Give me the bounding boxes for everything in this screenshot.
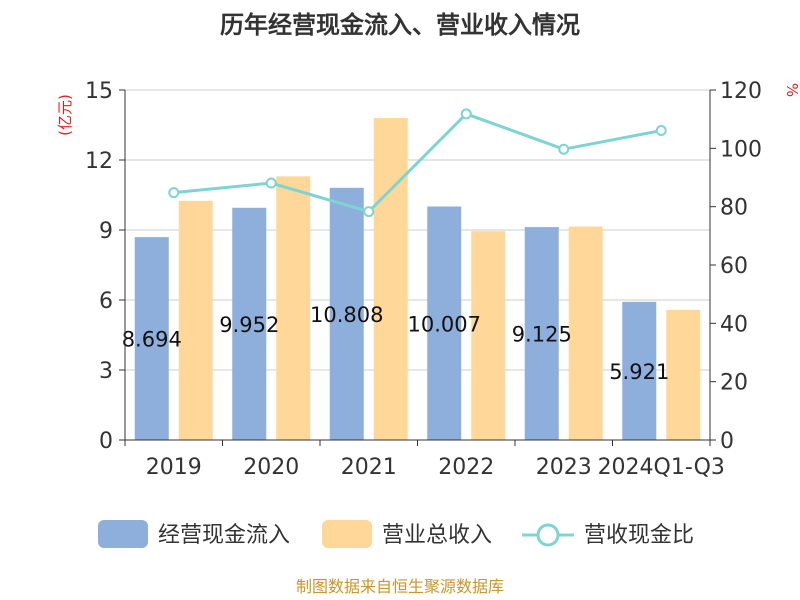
legend-marker-ratio (536, 523, 560, 547)
right-tick-label: 0 (720, 429, 734, 454)
data-label-cash-inflow: 10.808 (310, 303, 383, 327)
bar-cash-inflow (524, 227, 559, 440)
bar-revenue (178, 200, 213, 440)
point-ratio (265, 177, 277, 189)
legend-swatch-revenue (322, 520, 372, 548)
bar-revenue (471, 231, 506, 440)
bar-revenue (666, 309, 701, 440)
chart-title: 历年经营现金流入、营业收入情况 (220, 11, 580, 39)
data-label-cash-inflow: 9.125 (512, 323, 572, 347)
right-tick-label: 80 (720, 196, 748, 221)
point-ratio (363, 206, 375, 218)
grid-lines (125, 89, 710, 371)
point-ratio (460, 108, 472, 120)
x-tick-label: 2020 (243, 455, 299, 480)
bar-revenue (568, 226, 603, 440)
right-axis-label: % (783, 83, 800, 97)
left-tick-label: 12 (85, 149, 113, 174)
left-tick-label: 9 (99, 219, 113, 244)
source-note: 制图数据来自恒生聚源数据库 (296, 577, 504, 596)
point-ratio (558, 143, 570, 155)
left-tick-label: 15 (85, 79, 113, 104)
bar-cash-inflow (622, 301, 657, 440)
bars-group (134, 118, 701, 441)
x-tick-label: 2024Q1-Q3 (598, 455, 725, 480)
data-labels-group: 8.694 9.952 10.808 10.007 9.125 5.921 (122, 303, 670, 384)
left-tick-label: 3 (99, 359, 113, 384)
data-label-cash-inflow: 9.952 (219, 313, 279, 337)
bar-cash-inflow (427, 206, 462, 440)
bar-cash-inflow (134, 237, 169, 440)
right-tick-label: 40 (720, 312, 748, 337)
left-axis-label: (亿元) (56, 94, 74, 136)
data-label-cash-inflow: 10.007 (408, 312, 481, 336)
line-ratio (173, 112, 662, 214)
right-tick-label: 60 (720, 254, 748, 279)
point-ratio (168, 187, 180, 199)
bar-revenue (373, 118, 408, 440)
x-tick-label: 2022 (438, 455, 494, 480)
axes-group: 0 3 6 9 12 15 0 20 40 60 80 100 120 2019 2020 2021 2022 2… (85, 79, 762, 480)
legend: 经营现金流入 营业总收入 营收现金比 (98, 520, 694, 548)
x-tick-label: 2023 (536, 455, 592, 480)
right-tick-label: 100 (720, 137, 762, 162)
legend-swatch-cash-inflow (98, 520, 148, 548)
x-tick-label: 2021 (341, 455, 397, 480)
line-series-group (168, 108, 667, 218)
point-ratio (655, 125, 667, 137)
legend-label-ratio: 营收现金比 (584, 523, 694, 548)
left-tick-label: 6 (99, 289, 113, 314)
left-tick-label: 0 (99, 429, 113, 454)
data-label-cash-inflow: 5.921 (609, 360, 669, 384)
right-tick-label: 120 (720, 79, 762, 104)
legend-label-cash-inflow: 经营现金流入 (158, 523, 290, 548)
legend-label-revenue: 营业总收入 (382, 523, 492, 548)
bar-cash-inflow (232, 207, 267, 440)
x-tick-label: 2019 (146, 455, 202, 480)
bar-cash-inflow (329, 187, 364, 440)
bar-revenue (276, 176, 311, 441)
right-tick-label: 20 (720, 371, 748, 396)
data-label-cash-inflow: 8.694 (122, 328, 182, 352)
